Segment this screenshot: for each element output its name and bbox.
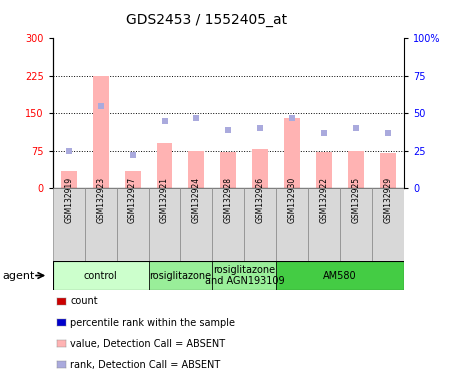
Bar (276, 261, 404, 290)
Bar (189, 151, 204, 188)
Bar (85, 188, 117, 261)
Bar (149, 188, 180, 261)
Bar (53, 261, 149, 290)
Text: rank, Detection Call = ABSENT: rank, Detection Call = ABSENT (70, 360, 220, 370)
Text: count: count (70, 296, 98, 306)
Text: GSM132924: GSM132924 (192, 177, 201, 223)
Text: GSM132922: GSM132922 (319, 177, 329, 223)
Text: GSM132919: GSM132919 (64, 177, 73, 223)
Bar (372, 188, 404, 261)
Bar (308, 188, 340, 261)
Bar (93, 76, 109, 188)
Text: GSM132927: GSM132927 (128, 177, 137, 223)
Text: AM580: AM580 (323, 270, 357, 281)
Bar (213, 188, 244, 261)
Bar (276, 188, 308, 261)
Text: GSM132930: GSM132930 (288, 177, 297, 223)
Text: agent: agent (2, 270, 35, 281)
Bar (180, 188, 213, 261)
Bar (348, 151, 364, 188)
Bar (124, 170, 140, 188)
Bar (316, 152, 332, 188)
Text: GSM132925: GSM132925 (352, 177, 360, 223)
Bar (117, 188, 149, 261)
Bar (380, 153, 396, 188)
Bar (340, 188, 372, 261)
Bar (157, 143, 173, 188)
Text: control: control (84, 270, 118, 281)
Bar (284, 118, 300, 188)
Bar (149, 261, 213, 290)
Bar (252, 149, 268, 188)
Text: rosiglitazone
and AGN193109: rosiglitazone and AGN193109 (205, 265, 284, 286)
Bar (244, 188, 276, 261)
Text: value, Detection Call = ABSENT: value, Detection Call = ABSENT (70, 339, 225, 349)
Text: GSM132921: GSM132921 (160, 177, 169, 223)
Bar (213, 261, 276, 290)
Text: rosiglitazone: rosiglitazone (150, 270, 212, 281)
Bar (220, 152, 236, 188)
Text: percentile rank within the sample: percentile rank within the sample (70, 318, 235, 328)
Text: GDS2453 / 1552405_at: GDS2453 / 1552405_at (126, 13, 287, 27)
Text: GSM132926: GSM132926 (256, 177, 265, 223)
Bar (53, 188, 85, 261)
Bar (61, 170, 77, 188)
Text: GSM132923: GSM132923 (96, 177, 105, 223)
Text: GSM132929: GSM132929 (383, 177, 392, 223)
Text: GSM132928: GSM132928 (224, 177, 233, 223)
